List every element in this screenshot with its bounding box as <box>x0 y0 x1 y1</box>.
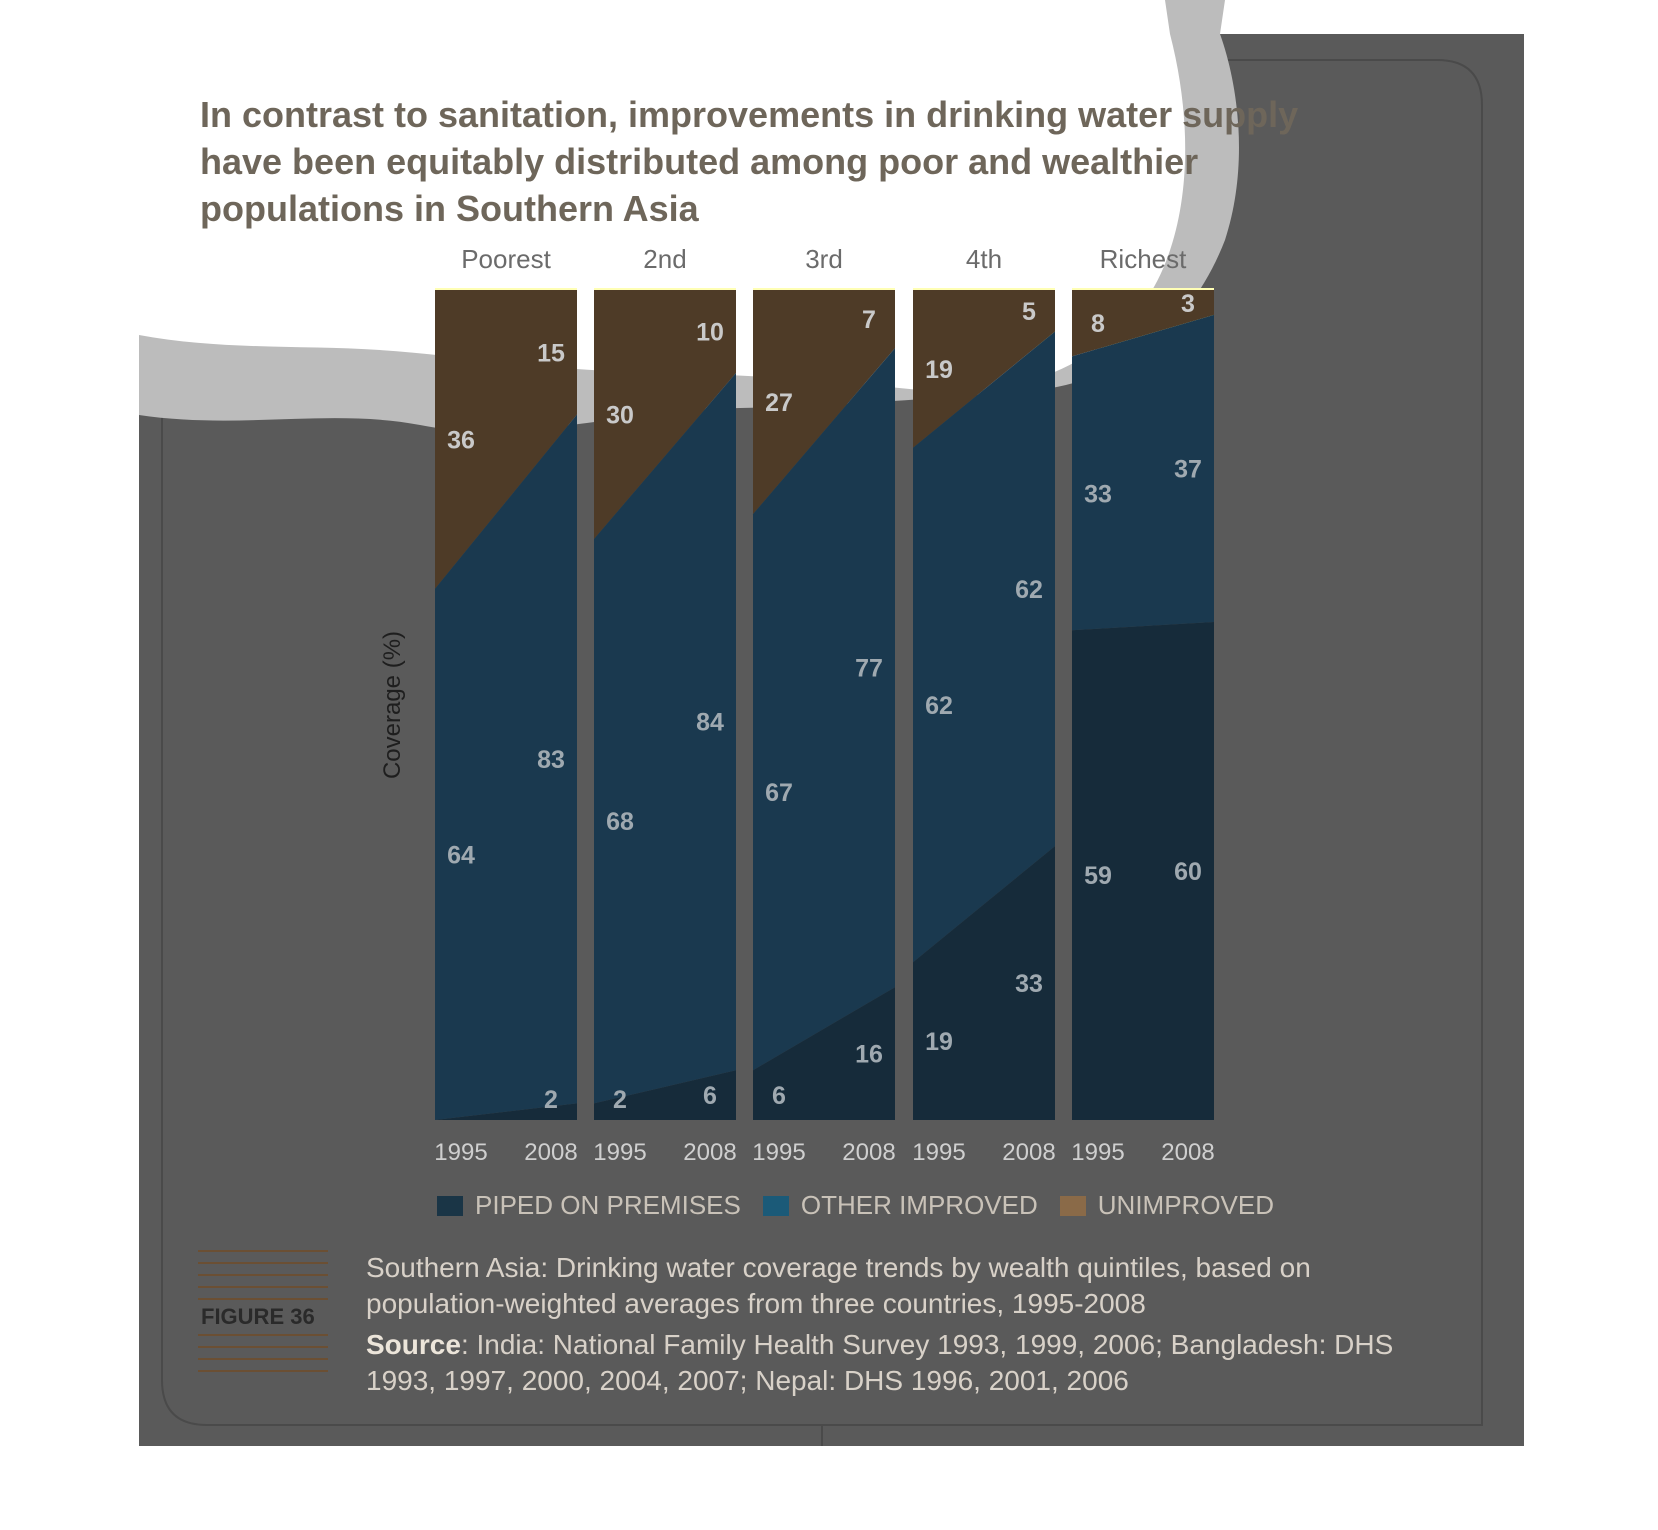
legend-label-piped: PIPED ON PREMISES <box>475 1190 741 1220</box>
legend-item-piped: PIPED ON PREMISES <box>437 1190 741 1221</box>
piped-area-4th <box>913 846 1055 1120</box>
source-label: Source <box>366 1329 461 1360</box>
other-improved-area-richest <box>1072 314 1214 631</box>
group-label-3rd: 3rd <box>805 244 843 274</box>
x-tick-label: 1995 <box>912 1139 965 1166</box>
unimproved-area-2nd <box>594 290 736 539</box>
panel-inner-border <box>161 59 1483 1426</box>
unimproved-label-2008: 3 <box>1181 290 1195 318</box>
piped-label-2008: 16 <box>855 1041 883 1069</box>
other-improved-area-3rd <box>753 348 895 1071</box>
unimproved-area-poorest <box>435 290 577 589</box>
figure-rule <box>198 1274 328 1276</box>
unimproved-label-1995: 27 <box>765 389 793 417</box>
figure-rule <box>198 1370 328 1372</box>
legend-item-unimproved: UNIMPROVED <box>1059 1190 1275 1221</box>
x-tick-label: 1995 <box>434 1139 487 1166</box>
x-tick-label: 2008 <box>524 1139 577 1166</box>
legend: PIPED ON PREMISES OTHER IMPROVED UNIMPRO… <box>437 1190 1296 1221</box>
piped-area-richest <box>1072 622 1214 1120</box>
unimproved-label-1995: 36 <box>447 426 475 454</box>
other-improved-label-2008: 37 <box>1174 455 1202 483</box>
piped-label-1995: 19 <box>925 1028 953 1056</box>
other-improved-area-poorest <box>435 414 577 1120</box>
piped-label-2008: 2 <box>544 1086 558 1114</box>
piped-label-1995: 6 <box>772 1082 786 1110</box>
unimproved-label-1995: 30 <box>606 402 634 430</box>
unimproved-label-2008: 10 <box>696 319 724 347</box>
x-tick-label: 2008 <box>842 1139 895 1166</box>
other-improved-label-2008: 83 <box>537 746 565 774</box>
other-improved-label-1995: 33 <box>1084 480 1112 508</box>
figure-rule <box>198 1286 328 1288</box>
legend-label-other-improved: OTHER IMPROVED <box>800 1190 1038 1220</box>
piped-label-2008: 60 <box>1174 858 1202 886</box>
x-tick-label: 2008 <box>683 1139 736 1166</box>
figure-rule <box>198 1262 328 1264</box>
chart-title-line-1: In contrast to sanitation, improvements … <box>200 94 1299 135</box>
area-series <box>435 290 1214 1120</box>
unimproved-area-richest <box>1072 290 1214 357</box>
chart-title-line-3: populations in Southern Asia <box>200 188 699 229</box>
piped-area-poorest <box>435 1103 577 1120</box>
piped-label-1995: 2 <box>613 1086 627 1114</box>
other-improved-label-1995: 67 <box>765 779 793 807</box>
other-improved-label-2008: 62 <box>1015 576 1043 604</box>
legend-swatch-other-improved <box>762 1195 789 1216</box>
group-label-richest: Richest <box>1100 244 1187 274</box>
figure-caption: Southern Asia: Drinking water coverage t… <box>366 1252 1311 1319</box>
unimproved-area-4th <box>913 290 1055 448</box>
x-tick-label: 1995 <box>593 1139 646 1166</box>
other-improved-label-1995: 62 <box>925 692 953 720</box>
other-improved-area-2nd <box>594 373 736 1104</box>
piped-label-2008: 6 <box>703 1082 717 1110</box>
figure-rule <box>198 1358 328 1360</box>
unimproved-label-2008: 5 <box>1022 298 1036 326</box>
x-tick-label: 2008 <box>1002 1139 1055 1166</box>
other-improved-label-2008: 77 <box>855 655 883 683</box>
figure-marker: FIGURE 36 <box>198 1250 328 1372</box>
unimproved-label-1995: 19 <box>925 356 953 384</box>
axis-labels: Poorest 1995 2008 2nd 1995 2008 3rd 1995 2008 4th… <box>379 244 1215 1166</box>
other-improved-label-1995: 64 <box>447 841 475 869</box>
piped-area-3rd <box>753 987 895 1120</box>
piped-label-2008: 33 <box>1015 970 1043 998</box>
unimproved-label-2008: 7 <box>862 306 876 334</box>
legend-item-other-improved: OTHER IMPROVED <box>762 1190 1038 1221</box>
figure-rule <box>198 1346 328 1348</box>
legend-swatch-unimproved <box>1059 1195 1086 1216</box>
source-text: : India: National Family Health Survey 1… <box>366 1329 1394 1396</box>
group-label-poorest: Poorest <box>461 244 551 274</box>
other-improved-label-2008: 84 <box>696 709 724 737</box>
group-label-4th: 4th <box>966 244 1002 274</box>
legend-label-unimproved: UNIMPROVED <box>1097 1190 1275 1220</box>
y-axis-label: Coverage (%) <box>379 631 406 779</box>
x-tick-label: 1995 <box>1071 1139 1124 1166</box>
figure-label: FIGURE 36 <box>200 1304 316 1330</box>
other-improved-label-1995: 68 <box>606 808 634 836</box>
piped-area-2nd <box>594 1070 736 1120</box>
figure-source: Source: India: National Family Health Su… <box>366 1327 1456 1399</box>
x-tick-label: 2008 <box>1161 1139 1214 1166</box>
figure-rule <box>198 1250 328 1252</box>
unimproved-label-2008: 15 <box>537 339 565 367</box>
unimproved-label-1995: 8 <box>1091 310 1105 338</box>
figure-rule <box>198 1334 328 1336</box>
chart-title-line-2: have been equitably distributed among po… <box>200 141 1199 182</box>
x-tick-label: 1995 <box>752 1139 805 1166</box>
piped-label-1995: 59 <box>1084 862 1112 890</box>
figure-rule <box>198 1298 328 1300</box>
unimproved-area-3rd <box>753 290 895 515</box>
other-improved-area-4th <box>913 331 1055 963</box>
group-label-2nd: 2nd <box>643 244 686 274</box>
legend-swatch-piped <box>437 1195 463 1216</box>
